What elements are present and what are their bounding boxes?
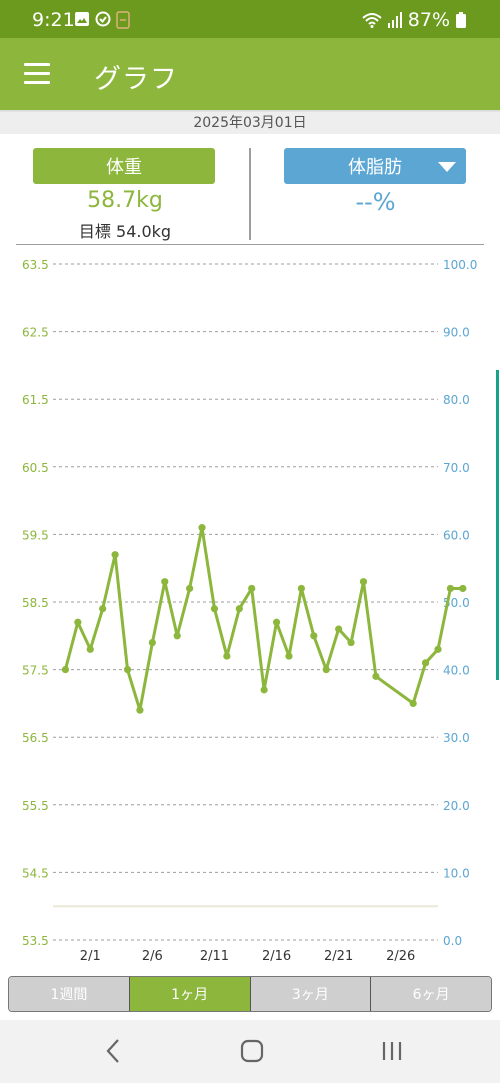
x-axis-tick: 2/1: [80, 949, 101, 964]
weight-data-point: [297, 584, 305, 593]
gallery-icon: [75, 12, 89, 26]
weight-data-point: [285, 652, 293, 660]
weight-data-point: [372, 672, 380, 680]
status-time: 9:21: [32, 9, 75, 31]
weight-data-point: [235, 605, 243, 613]
left-axis-tick: 54.5: [22, 866, 49, 880]
weight-data-point: [347, 638, 355, 647]
body-fat-card: 体脂肪 --%: [251, 146, 500, 242]
status-bar: 9:21 87%: [0, 0, 500, 38]
recent-apps-icon[interactable]: [380, 1038, 404, 1064]
weight-data-point: [409, 699, 417, 707]
app-bar: グラフ: [0, 38, 500, 110]
right-axis-tick: 80.0: [443, 393, 470, 407]
period-tab-2[interactable]: 1ヶ月: [129, 977, 251, 1011]
weight-data-point: [459, 584, 467, 593]
x-axis-tick: 2/26: [386, 949, 415, 964]
weight-data-point: [210, 605, 219, 613]
right-axis-tick: 70.0: [443, 461, 470, 475]
weight-target: 目標 54.0kg: [78, 222, 172, 241]
weight-data-point: [223, 652, 231, 660]
left-axis-tick: 55.5: [22, 799, 49, 813]
weight-data-point: [322, 666, 330, 674]
weight-data-point: [161, 578, 169, 586]
x-axis-tick: 2/16: [262, 949, 291, 964]
weight-data-point: [310, 632, 318, 640]
weight-data-point: [111, 551, 119, 559]
left-axis-tick: 62.5: [22, 326, 49, 340]
weight-data-point: [446, 584, 455, 593]
body-fat-dropdown[interactable]: 体脂肪: [284, 148, 466, 184]
x-axis-tick: 2/11: [200, 949, 229, 964]
left-axis-tick: 59.5: [22, 528, 49, 542]
hamburger-menu-icon[interactable]: [24, 63, 50, 85]
left-axis-tick: 63.5: [22, 258, 49, 272]
weight-data-point: [173, 632, 181, 640]
left-axis-tick: 53.5: [22, 934, 49, 948]
left-axis-tick: 61.5: [22, 393, 49, 407]
status-right: 87%: [362, 9, 466, 31]
period-tab-1[interactable]: 1週間: [9, 977, 130, 1011]
battery-percent: 87%: [407, 9, 450, 31]
period-tab-4[interactable]: 6ヶ月: [371, 977, 491, 1011]
weight-button[interactable]: 体重: [33, 148, 215, 184]
weight-data-point: [272, 618, 281, 626]
weight-data-point: [74, 618, 82, 626]
body-fat-value: --%: [355, 188, 396, 216]
weight-data-point: [86, 645, 94, 653]
wifi-icon: [362, 13, 382, 28]
weight-data-point: [335, 625, 343, 633]
weight-data-point: [61, 666, 70, 674]
right-axis-tick: 30.0: [443, 731, 470, 745]
x-axis-tick: 2/21: [324, 949, 353, 964]
weight-card: 体重 58.7kg 目標 54.0kg: [0, 146, 250, 242]
left-axis-tick: 60.5: [22, 461, 49, 475]
system-nav-bar: [0, 1020, 500, 1083]
weight-data-point: [99, 605, 107, 613]
right-axis-tick: 100.0: [443, 258, 477, 272]
back-icon[interactable]: [104, 1038, 122, 1064]
weight-series-line: [63, 526, 463, 712]
weight-data-point: [148, 638, 156, 647]
right-axis-tick: 10.0: [443, 866, 470, 880]
card-divider: [249, 148, 251, 240]
right-axis-tick: 20.0: [443, 799, 470, 813]
weight-chart: 53.5 0.0 54.5 10.0 55.5 20.0 56.5 30.0 57.5 40.0 5…: [22, 258, 477, 964]
header-divider: [16, 244, 484, 245]
left-axis-tick: 58.5: [22, 596, 49, 610]
scroll-indicator[interactable]: [496, 370, 499, 680]
signal-icon: [387, 12, 402, 28]
current-date: 2025年03月01日: [0, 112, 500, 134]
alarm-icon: [95, 11, 111, 27]
right-axis-tick: 90.0: [443, 326, 470, 340]
period-selector: 1週間 1ヶ月 3ヶ月 6ヶ月: [8, 976, 492, 1012]
right-axis-tick: 0.0: [443, 934, 462, 948]
weight-data-point: [434, 645, 442, 653]
weight-data-point: [260, 686, 268, 694]
x-axis-tick: 2/6: [142, 949, 163, 964]
status-notification-icons: [74, 11, 130, 29]
weight-data-point: [123, 666, 132, 674]
app-notification-icon: [116, 11, 130, 29]
weight-data-point: [136, 706, 144, 714]
right-axis-tick: 40.0: [443, 664, 470, 678]
dropdown-triangle-icon: [438, 162, 456, 172]
weight-data-point: [359, 578, 368, 586]
weight-data-point: [248, 584, 256, 593]
home-icon[interactable]: [240, 1038, 264, 1064]
period-tab-3[interactable]: 3ヶ月: [250, 977, 372, 1011]
weight-data-point: [186, 584, 194, 593]
body-fat-dropdown-label: 体脂肪: [348, 157, 402, 178]
weight-value: 58.7kg: [87, 188, 163, 213]
left-axis-tick: 57.5: [22, 664, 49, 678]
right-axis-tick: 60.0: [443, 528, 470, 542]
page-title: グラフ: [94, 64, 178, 95]
battery-icon: [456, 12, 466, 28]
left-axis-tick: 56.5: [22, 731, 49, 745]
weight-data-point: [421, 659, 430, 667]
weight-data-point: [198, 524, 206, 532]
